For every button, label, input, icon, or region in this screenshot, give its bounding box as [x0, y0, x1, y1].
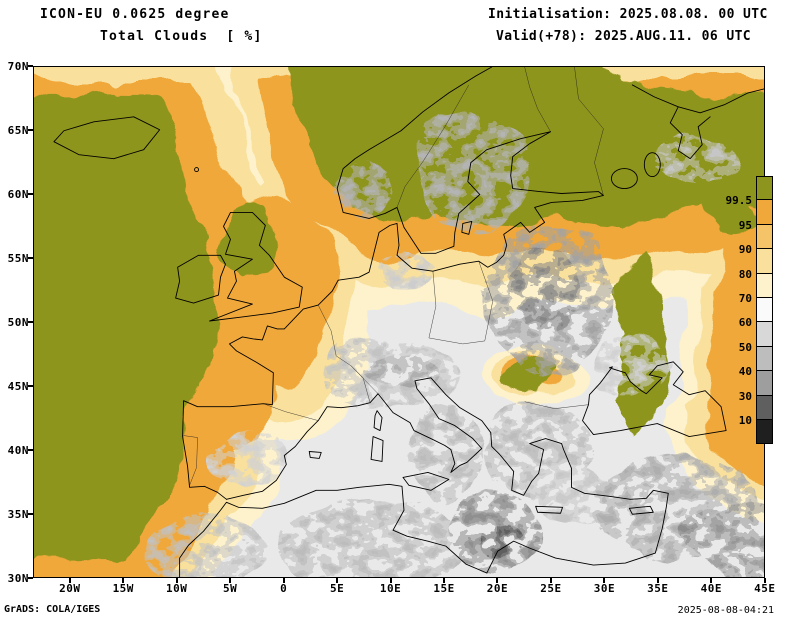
colorbar-tick-label: 50	[738, 340, 752, 354]
lon-tick-label: 10E	[379, 582, 402, 595]
lon-tick	[122, 578, 125, 583]
lon-tick-label: 25E	[540, 582, 562, 595]
map-plot	[33, 66, 765, 578]
colorbar-tick-label: 70	[738, 292, 752, 305]
init-time: Initialisation: 2025.08.08. 00 UTC	[488, 7, 768, 22]
colorbar-tick-label: 95	[738, 218, 752, 232]
lon-tick-label: 30E	[593, 582, 616, 595]
lon-tick	[68, 578, 71, 583]
lon-tick	[549, 578, 552, 583]
lon-tick	[656, 578, 659, 583]
model-title: ICON-EU 0.0625 degree	[40, 7, 230, 22]
lat-tick	[28, 577, 33, 579]
valid-time: Valid(+78): 2025.AUG.11. 06 UTC	[496, 29, 752, 44]
lon-tick-label: 10W	[166, 582, 188, 595]
lon-tick	[389, 578, 392, 583]
lat-tick-label: 35N	[7, 508, 29, 521]
lat-tick	[28, 385, 33, 387]
lon-tick-label: 15W	[112, 582, 134, 595]
lat-tick	[28, 321, 33, 323]
lon-tick-label: 20W	[59, 582, 81, 595]
lon-tick	[229, 578, 232, 583]
coastlines	[53, 67, 764, 577]
lat-tick	[28, 129, 33, 131]
cloud-field-map	[34, 67, 764, 577]
lat-tick	[28, 513, 33, 515]
colorbar-segment	[756, 346, 773, 372]
colorbar-segment	[756, 395, 773, 420]
colorbar-tick-label: 90	[738, 243, 752, 257]
lat-tick-label: 65N	[7, 124, 29, 137]
lon-tick	[763, 578, 766, 583]
lon-tick-label: 5W	[223, 582, 238, 595]
lat-tick	[28, 65, 33, 67]
lon-tick-label: 0	[280, 582, 288, 595]
colorbar-tick-label: 60	[738, 316, 752, 330]
lon-tick	[336, 578, 339, 583]
colorbar-segment	[756, 371, 773, 396]
colorbar-tick-label: 99.5	[725, 194, 753, 208]
colorbar-tick-label: 30	[738, 389, 752, 403]
lon-tick	[282, 578, 285, 583]
lon-tick-label: 35E	[647, 582, 669, 595]
lon-tick-label: 15E	[433, 582, 455, 595]
colorbar-tick-label: 80	[738, 267, 752, 281]
render-timestamp: 2025-08-08-04:21	[677, 605, 774, 616]
lat-tick	[28, 257, 33, 259]
colorbar-segment	[756, 419, 773, 445]
lon-tick-label: 20E	[486, 582, 509, 595]
colorbar-tick-label: 10	[738, 414, 752, 427]
field-title: Total Clouds [ %]	[100, 29, 263, 44]
lat-tick-label: 30N	[7, 572, 29, 585]
lat-tick-label: 70N	[7, 60, 29, 73]
lat-tick	[28, 449, 33, 451]
lat-tick-label: 50N	[7, 316, 29, 329]
lon-tick	[710, 578, 713, 583]
lon-tick-label: 45E	[754, 582, 776, 595]
lon-tick	[603, 578, 606, 583]
lon-tick	[496, 578, 499, 583]
colorbar-segment	[756, 322, 773, 347]
lon-tick	[175, 578, 178, 583]
overcast-layer	[34, 67, 764, 561]
lon-tick-label: 5E	[329, 582, 345, 595]
lat-tick-label: 60N	[7, 188, 29, 201]
lon-tick	[443, 578, 446, 583]
lat-tick-label: 40N	[7, 444, 29, 457]
colorbar-segment	[756, 249, 773, 274]
colorbar	[756, 176, 773, 445]
lat-tick-label: 45N	[7, 380, 29, 393]
colorbar-segment	[756, 224, 773, 250]
country-borders	[183, 67, 604, 486]
lat-tick	[28, 193, 33, 195]
colorbar-segment	[756, 297, 773, 323]
grads-credit: GrADS: COLA/IGES	[4, 604, 101, 615]
colorbar-segment	[756, 200, 773, 225]
colorbar-segment	[756, 176, 773, 201]
lon-tick-label: 40E	[700, 582, 722, 595]
scattered-cloud-layer	[143, 113, 764, 577]
colorbar-segment	[756, 273, 773, 298]
colorbar-tick-label: 40	[738, 365, 752, 379]
lat-tick-label: 55N	[7, 252, 29, 265]
